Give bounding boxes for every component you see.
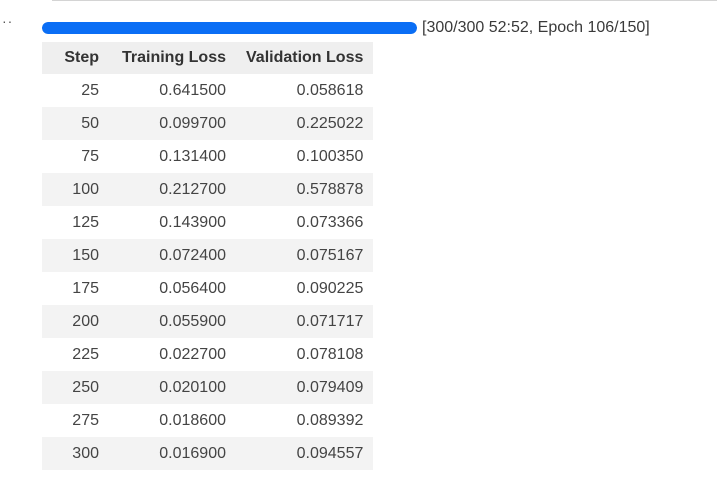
cell-step: 125 xyxy=(72,213,99,231)
cell-step: 150 xyxy=(42,239,109,272)
cell-training-loss: 0.016900 xyxy=(109,437,236,470)
cell-step: 300 xyxy=(42,437,109,470)
cell-training-loss: 0.018600 xyxy=(159,411,226,429)
cell-training-loss: 0.131400 xyxy=(159,147,226,165)
table-row: 50 0.099700 0.225022 xyxy=(42,107,374,140)
cell-training-loss: 0.212700 xyxy=(109,173,236,206)
training-progress: [300/300 52:52, Epoch 106/150] xyxy=(42,19,650,37)
column-header-training-loss: Training Loss xyxy=(109,42,236,74)
cell-step: 175 xyxy=(72,279,99,297)
table-row: 125 0.143900 0.073366 xyxy=(42,206,373,239)
cell-training-loss: 0.056400 xyxy=(159,279,226,297)
cell-divider xyxy=(52,0,717,1)
progress-bar-fill xyxy=(42,22,417,34)
progress-bar-track xyxy=(42,22,417,34)
table-row: 300 0.016900 0.094557 xyxy=(42,437,374,470)
table-row: 75 0.131400 0.100350 xyxy=(42,140,373,173)
cell-step: 250 xyxy=(42,371,109,404)
cell-training-loss: 0.099700 xyxy=(109,107,236,140)
cell-step: 200 xyxy=(42,305,109,338)
cell-validation-loss: 0.225022 xyxy=(236,107,374,140)
cell-validation-loss: 0.090225 xyxy=(296,279,364,297)
cell-training-loss: 0.020100 xyxy=(109,371,236,404)
cell-training-loss: 0.072400 xyxy=(109,239,236,272)
cell-validation-loss: 0.100350 xyxy=(296,147,364,165)
cell-validation-loss: 0.071717 xyxy=(236,305,374,338)
cell-step: 75 xyxy=(81,147,99,165)
progress-label: [300/300 52:52, Epoch 106/150] xyxy=(422,19,650,36)
table-row: 200 0.055900 0.071717 xyxy=(42,305,374,338)
cell-validation-loss: 0.078108 xyxy=(296,345,364,363)
cell-validation-loss: 0.058618 xyxy=(296,81,364,99)
output-ellipsis-icon[interactable]: ·· xyxy=(2,13,14,29)
cell-validation-loss: 0.094557 xyxy=(236,437,374,470)
cell-step: 50 xyxy=(42,107,109,140)
table-header-row: Step Training Loss Validation Loss xyxy=(42,42,374,74)
column-header-validation-loss: Validation Loss xyxy=(236,42,374,74)
cell-validation-loss: 0.578878 xyxy=(236,173,374,206)
cell-validation-loss: 0.073366 xyxy=(296,213,364,231)
cell-validation-loss: 0.079409 xyxy=(236,371,374,404)
table-row: 250 0.020100 0.079409 xyxy=(42,371,374,404)
column-header-step: Step xyxy=(42,42,109,74)
table-row: 275 0.018600 0.089392 xyxy=(42,404,373,437)
table-row: 25 0.641500 0.058618 xyxy=(42,74,373,107)
table-row: 225 0.022700 0.078108 xyxy=(42,338,373,371)
cell-training-loss: 0.641500 xyxy=(159,81,226,99)
cell-step: 100 xyxy=(42,173,109,206)
cell-training-loss: 0.143900 xyxy=(159,213,226,231)
cell-training-loss: 0.055900 xyxy=(109,305,236,338)
training-log-table: Step Training Loss Validation Loss 25 0.… xyxy=(42,42,374,470)
cell-validation-loss: 0.075167 xyxy=(236,239,374,272)
cell-step: 25 xyxy=(81,81,99,99)
cell-step: 225 xyxy=(72,345,99,363)
table-row: 175 0.056400 0.090225 xyxy=(42,272,373,305)
cell-step: 275 xyxy=(72,411,99,429)
cell-validation-loss: 0.089392 xyxy=(296,411,364,429)
table-row: 100 0.212700 0.578878 xyxy=(42,173,374,206)
table-row: 150 0.072400 0.075167 xyxy=(42,239,374,272)
cell-training-loss: 0.022700 xyxy=(159,345,226,363)
